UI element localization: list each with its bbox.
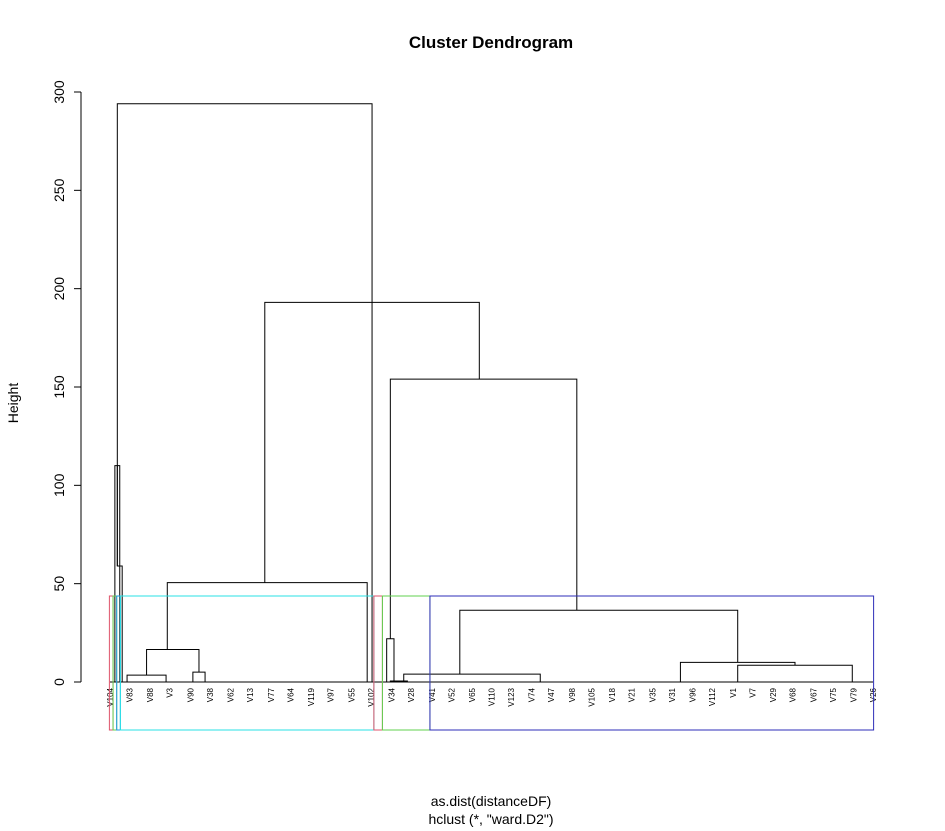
merge-0: [116, 103, 373, 682]
y-tick-label-100: 100: [51, 473, 67, 497]
leaf-label-V47: V47: [547, 687, 556, 702]
leaf-label-V65: V65: [468, 687, 477, 702]
leaf-label-V38: V38: [206, 687, 215, 702]
merge-9: [386, 638, 395, 682]
leaf-label-V110: V110: [488, 687, 497, 706]
merge-2: [116, 465, 123, 682]
leaf-label-V74: V74: [528, 687, 537, 702]
leaf-label-V105: V105: [587, 687, 596, 706]
y-axis: [74, 91, 82, 683]
cluster-rect-k6: [381, 595, 431, 731]
y-tick-label-200: 200: [51, 277, 67, 301]
y-tick-label-250: 250: [51, 178, 67, 202]
leaf-label-V31: V31: [668, 687, 677, 702]
leaf-labels: V104 V83 V88 V3 V90 V38 V62 V13 V77 V64 V119 V97 V55…: [106, 687, 878, 706]
leaf-label-V119: V119: [307, 687, 316, 706]
cluster-rectangles: [108, 595, 875, 731]
leaf-label-V64: V64: [286, 687, 295, 702]
merge-11: [459, 609, 739, 675]
leaf-label-V35: V35: [648, 687, 657, 702]
merge-13: [679, 661, 796, 682]
leaf-label-V41: V41: [428, 687, 437, 702]
merge-14: [737, 664, 853, 682]
merge-5: [166, 582, 368, 682]
merge-3: [264, 301, 480, 583]
leaf-label-V83: V83: [126, 687, 135, 702]
y-axis-label: Height: [5, 383, 21, 424]
leaf-label-V90: V90: [186, 687, 195, 702]
leaf-label-V34: V34: [388, 687, 397, 702]
leaf-label-V102: V102: [367, 687, 376, 706]
chart-title: Cluster Dendrogram: [409, 33, 573, 52]
merge-7: [126, 674, 167, 682]
leaf-label-V68: V68: [789, 687, 798, 702]
leaf-label-V3: V3: [166, 687, 175, 697]
leaf-label-V55: V55: [347, 687, 356, 702]
leaf-label-V97: V97: [327, 687, 336, 702]
leaf-label-V98: V98: [568, 687, 577, 702]
leaf-label-V1: V1: [729, 687, 738, 697]
merge-8: [192, 671, 206, 682]
merge-6: [146, 649, 200, 676]
merge-4: [389, 378, 578, 639]
leaf-label-V123: V123: [507, 687, 516, 706]
cluster-rect-k4: [119, 595, 375, 731]
y-tick-label-150: 150: [51, 375, 67, 399]
y-tick-label-300: 300: [51, 80, 67, 104]
leaf-label-V88: V88: [146, 687, 155, 702]
dendrogram-branches: [114, 103, 853, 682]
leaf-label-V52: V52: [447, 687, 456, 702]
leaf-label-V104: V104: [106, 687, 115, 706]
leaf-label-V13: V13: [246, 687, 255, 702]
method-subtitle: hclust (*, "ward.D2"): [428, 811, 553, 827]
leaf-label-V18: V18: [608, 687, 617, 702]
leaf-label-V28: V28: [407, 687, 416, 702]
y-tick-label-0: 0: [51, 678, 67, 686]
leaf-label-V75: V75: [829, 687, 838, 702]
leaf-label-V96: V96: [689, 687, 698, 702]
leaf-label-V21: V21: [628, 687, 637, 702]
leaf-label-V77: V77: [267, 687, 276, 702]
cluster-rect-k1: [108, 595, 114, 731]
leaf-label-V79: V79: [849, 687, 858, 702]
leaf-label-V7: V7: [748, 687, 757, 697]
leaf-label-V112: V112: [708, 687, 717, 706]
y-tick-label-50: 50: [51, 576, 67, 592]
cluster-rect-k5: [373, 595, 383, 731]
cluster-rect-k7: [429, 595, 875, 731]
x-axis-label: as.dist(distanceDF): [431, 793, 552, 809]
leaf-label-V62: V62: [227, 687, 236, 702]
y-tick-labels: 0 50 100 150 200 250 300: [51, 80, 67, 686]
leaf-label-V67: V67: [809, 687, 818, 702]
merge-12: [403, 673, 541, 682]
leaf-label-V29: V29: [769, 687, 778, 702]
